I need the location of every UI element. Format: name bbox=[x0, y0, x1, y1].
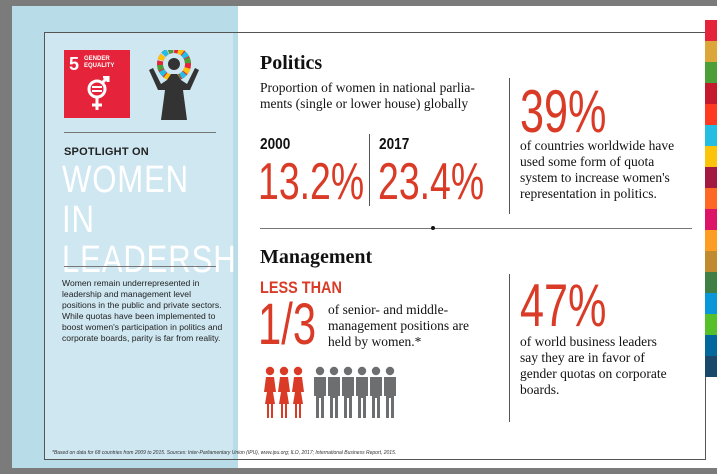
sdg-stripe-segment bbox=[705, 230, 717, 251]
sdg-stripe-segment bbox=[705, 104, 717, 125]
politics-desc-line-1: Proportion of women in national parlia- bbox=[260, 80, 475, 95]
year-2017: 2017 bbox=[379, 136, 410, 153]
man-icon bbox=[370, 366, 382, 418]
title-line-1: WOMEN IN bbox=[62, 159, 189, 241]
politics-description: Proportion of women in national parlia- … bbox=[260, 80, 510, 112]
management-desc-line-2: management positions are bbox=[328, 318, 469, 333]
people-pictogram bbox=[264, 366, 398, 427]
quota-countries-percent: 39% bbox=[520, 78, 607, 145]
man-icon bbox=[356, 366, 368, 418]
leaders-line-3: gender quotas on corporate bbox=[520, 366, 667, 381]
quota-line-4: representation in politics. bbox=[520, 186, 657, 201]
woman-leader-icon bbox=[149, 50, 199, 120]
sdg-stripe-segment bbox=[705, 125, 717, 146]
sdg-stripe-segment bbox=[705, 314, 717, 335]
woman-icon bbox=[264, 366, 276, 418]
footnote: *Based on data for 68 countries from 200… bbox=[52, 450, 397, 456]
sdg-stripe-segment bbox=[705, 251, 717, 272]
spotlight-label: SPOTLIGHT ON bbox=[64, 146, 149, 158]
sdg-stripe-segment bbox=[705, 356, 717, 377]
people-pictogram-svg bbox=[264, 366, 396, 418]
divider-dot bbox=[431, 226, 435, 230]
politics-desc-line-2: ments (single or lower house) globally bbox=[260, 96, 469, 111]
sdg-stripe-segment bbox=[705, 83, 717, 104]
sdg-stripe-segment bbox=[705, 41, 717, 62]
man-icon bbox=[342, 366, 354, 418]
sdg-label: GENDER EQUALITY bbox=[84, 56, 115, 69]
sdg-stripe-segment bbox=[705, 293, 717, 314]
leaders-line-4: boards. bbox=[520, 382, 560, 397]
management-description: of senior- and middle- management positi… bbox=[328, 302, 508, 350]
management-heading: Management bbox=[260, 246, 373, 268]
year-2000: 2000 bbox=[260, 136, 291, 153]
value-2000: 13.2% bbox=[258, 153, 365, 211]
management-desc-line-1: of senior- and middle- bbox=[328, 302, 449, 317]
sdg-goal-badge: 5 GENDER EQUALITY bbox=[64, 50, 130, 118]
leaders-line-1: of world business leaders bbox=[520, 334, 657, 349]
less-than-label: LESS THAN bbox=[260, 278, 342, 297]
sidebar-title: WOMEN IN LEADERSHIP bbox=[62, 159, 268, 281]
quota-line-3: system to increase women's bbox=[520, 170, 670, 185]
year-separator bbox=[369, 134, 370, 206]
sdg-stripe-segment bbox=[705, 335, 717, 356]
title-line-2: LEADERSHIP bbox=[62, 239, 268, 281]
infographic-page: 5 GENDER EQUALITY SPOTLIGHT ON WOMEN IN … bbox=[12, 6, 717, 468]
fraction-one-third: 1/3 bbox=[258, 292, 317, 357]
sidebar-body-text: Women remain underrepresented in leaders… bbox=[62, 278, 223, 343]
politics-column-separator bbox=[509, 78, 510, 214]
gender-symbol-icon bbox=[87, 76, 110, 110]
quota-line-1: of countries worldwide have bbox=[520, 138, 675, 153]
sidebar-divider-bottom bbox=[64, 266, 216, 267]
politics-heading: Politics bbox=[260, 52, 323, 74]
management-column-separator bbox=[509, 274, 510, 422]
sdg-stripe-segment bbox=[705, 209, 717, 230]
sdg-stripe-segment bbox=[705, 62, 717, 83]
man-icon bbox=[384, 366, 396, 418]
business-leaders-text: of world business leaders say they are i… bbox=[520, 334, 710, 398]
value-2017: 23.4% bbox=[378, 153, 485, 211]
business-leaders-percent: 47% bbox=[520, 272, 607, 339]
woman-icon bbox=[292, 366, 304, 418]
leaders-line-2: say they are in favor of bbox=[520, 350, 645, 365]
section-divider bbox=[260, 228, 692, 229]
sdg-number: 5 bbox=[69, 54, 80, 74]
quota-line-2: used some form of quota bbox=[520, 154, 655, 169]
quota-countries-text: of countries worldwide have used some fo… bbox=[520, 138, 710, 202]
sdg-stripe-segment bbox=[705, 272, 717, 293]
man-icon bbox=[314, 366, 326, 418]
sidebar-divider-top bbox=[64, 132, 216, 133]
sdg-stripe-segment bbox=[705, 188, 717, 209]
sdg-stripe-segment bbox=[705, 167, 717, 188]
sdg-stripe-segment bbox=[705, 146, 717, 167]
woman-icon bbox=[278, 366, 290, 418]
management-desc-line-3: held by women.* bbox=[328, 334, 422, 349]
man-icon bbox=[328, 366, 340, 418]
sdg-stripe-segment bbox=[705, 20, 717, 41]
